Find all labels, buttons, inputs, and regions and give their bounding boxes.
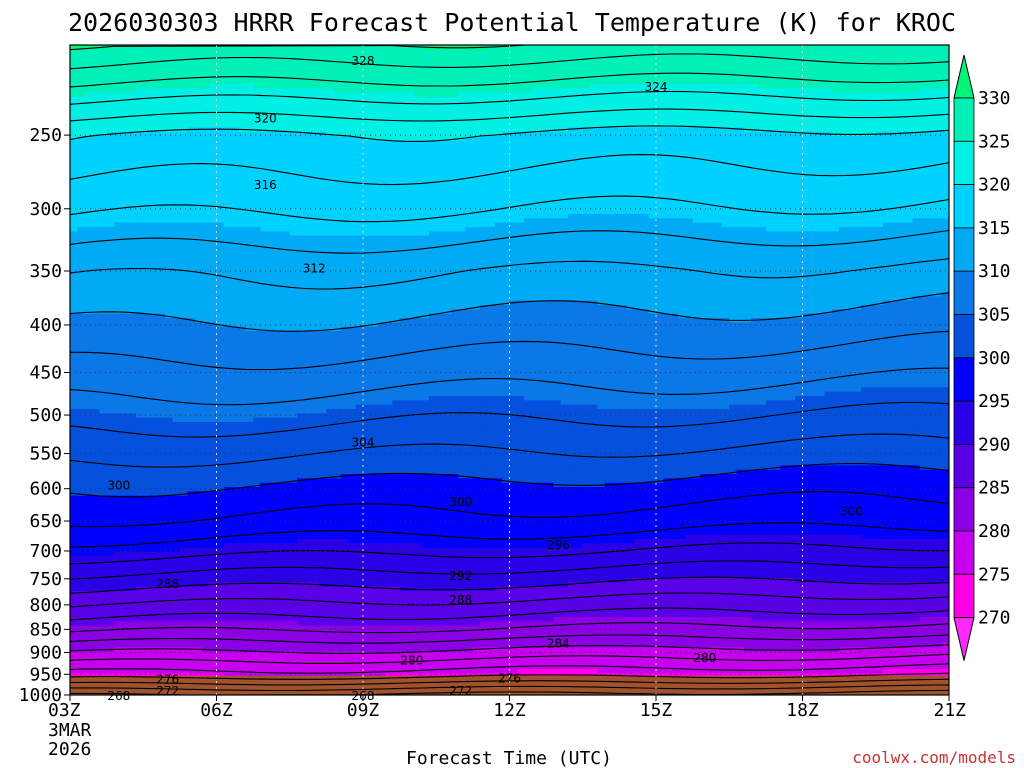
contour-label: 280 <box>400 653 423 667</box>
colorbar-segment <box>953 314 975 359</box>
x-axis-label: Forecast Time (UTC) <box>406 748 612 768</box>
colorbar-segment <box>953 97 975 142</box>
colorbar-bottom-arrow <box>953 617 975 661</box>
x-tick-label: 18Z <box>786 700 819 721</box>
y-tick-label: 750 <box>29 569 62 590</box>
colorbar-label: 280 <box>978 521 1011 542</box>
colorbar-label: 285 <box>978 478 1011 499</box>
contour-label: 300 <box>107 478 130 492</box>
x-start-line-1: 3MAR <box>48 720 92 741</box>
colorbar-label: 320 <box>978 175 1011 196</box>
contour-label: 300 <box>840 505 863 519</box>
x-start-line-2: 2026 <box>48 739 91 760</box>
colorbar-label: 310 <box>978 261 1011 282</box>
contour-label: 272 <box>156 684 179 698</box>
colorbar-segment <box>953 530 975 575</box>
isentrope-line <box>70 491 949 528</box>
isentrope-line <box>70 644 949 654</box>
contour-label: 320 <box>254 112 277 126</box>
contour-label: 272 <box>449 684 472 698</box>
colorbar-label: 295 <box>978 391 1011 412</box>
colorbar-segment <box>953 227 975 272</box>
contour-label: 292 <box>449 569 472 583</box>
colorbar-segment <box>953 443 975 489</box>
colorbar: 330 325 320 315 310 305 300 295 290 285 280 275 270 <box>953 54 1011 661</box>
x-tick-label: 21Z <box>933 700 966 721</box>
colorbar-label: 275 <box>978 564 1011 585</box>
watermark: coolwx.com/models <box>852 748 1016 767</box>
contour-label: 300 <box>449 495 472 509</box>
y-tick-label: 350 <box>29 261 62 282</box>
temperature-fill-bands <box>70 45 949 695</box>
contour-label: 316 <box>254 178 277 192</box>
colorbar-label: 325 <box>978 131 1011 152</box>
y-tick-label: 550 <box>29 444 62 465</box>
x-tick-label: 15Z <box>640 700 673 721</box>
contour-label: 324 <box>645 80 668 94</box>
colorbar-label: 315 <box>978 218 1011 239</box>
contour-label: 288 <box>449 593 472 607</box>
x-tick-label: 03Z <box>48 700 81 721</box>
y-tick-label: 950 <box>29 664 62 685</box>
colorbar-segment <box>953 270 975 315</box>
colorbar-label: 270 <box>978 608 1011 629</box>
y-tick-label: 800 <box>29 595 62 616</box>
contour-label: 276 <box>156 672 179 686</box>
isentrope-line <box>70 258 949 290</box>
x-tick-label: 09Z <box>347 700 380 721</box>
y-tick-label: 300 <box>29 199 62 220</box>
colorbar-label: 290 <box>978 434 1011 455</box>
isentrope-line <box>70 330 949 371</box>
y-tick-label: 1000 <box>19 685 62 706</box>
x-tick-label: 12Z <box>493 700 526 721</box>
chart-title: 2026030303 HRRR Forecast Potential Tempe… <box>68 8 956 37</box>
y-tick-label: 250 <box>29 125 62 146</box>
y-tick-label: 900 <box>29 642 62 663</box>
x-tick-label: 06Z <box>200 700 233 721</box>
y-tick-label: 650 <box>29 511 62 532</box>
contour-label: 280 <box>693 651 716 665</box>
y-tick-label: 600 <box>29 479 62 500</box>
colorbar-segment <box>953 573 975 618</box>
colorbar-segment <box>953 487 975 532</box>
colorbar-segment <box>953 140 975 186</box>
y-tick-label: 700 <box>29 541 62 562</box>
colorbar-segment <box>953 400 975 445</box>
y-tick-label: 450 <box>29 363 62 384</box>
y-tick-label: 500 <box>29 405 62 426</box>
y-tick-label: 400 <box>29 315 62 336</box>
isentrope-line <box>70 45 525 51</box>
contour-label: 276 <box>498 672 521 686</box>
colorbar-segment <box>953 184 975 229</box>
contour-label: 296 <box>547 538 570 552</box>
contour-label: 328 <box>352 54 375 68</box>
contour-label: 268 <box>107 689 130 703</box>
colorbar-label: 305 <box>978 305 1011 326</box>
x-axis-ticks: 03Z 06Z 09Z 12Z 15Z 18Z 21Z <box>48 695 966 721</box>
contour-label: 304 <box>352 435 375 449</box>
contour-label: 312 <box>303 262 326 276</box>
colorbar-top-arrow <box>953 54 975 99</box>
contour-label: 288 <box>156 577 179 591</box>
colorbar-label: 330 <box>978 88 1011 109</box>
y-tick-label: 850 <box>29 619 62 640</box>
y-axis-ticks: 2503003504004505005506006507007508008509… <box>19 125 70 706</box>
contour-labels: 328 324 320 316 312 304 300 300 300 296 292 288 288 2… <box>107 54 862 703</box>
colorbar-segment <box>953 357 975 402</box>
colorbar-label: 300 <box>978 348 1011 369</box>
contour-label: 284 <box>547 636 570 650</box>
